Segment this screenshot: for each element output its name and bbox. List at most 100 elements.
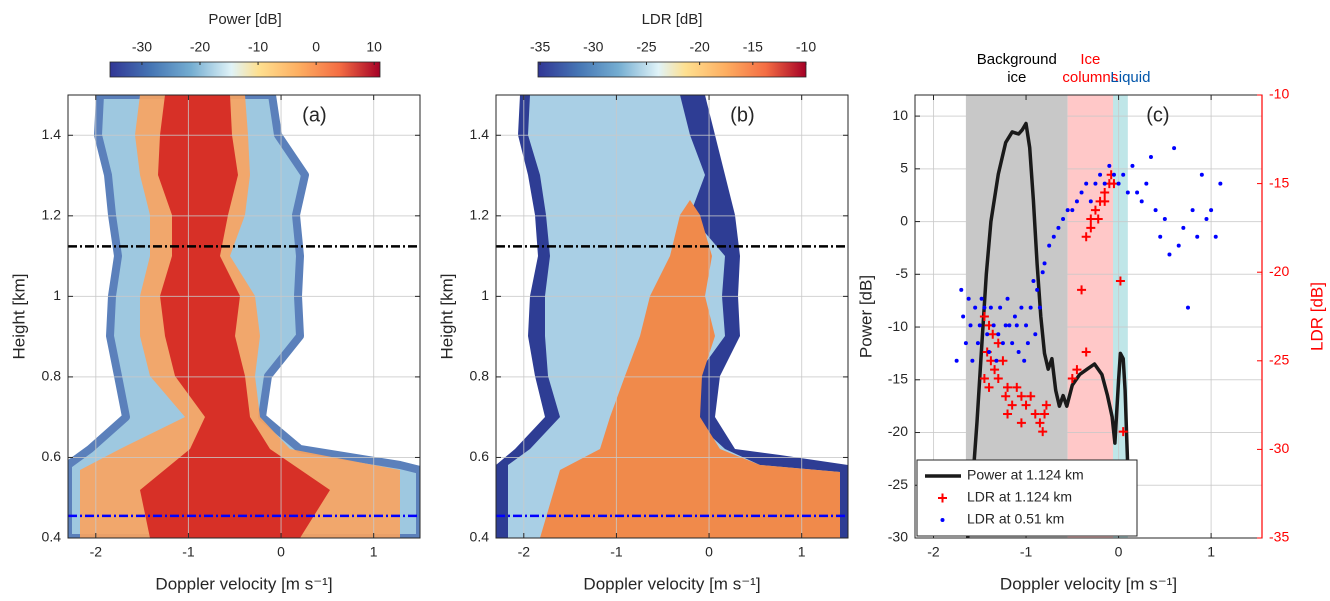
colorbar-tick-label: 0	[312, 39, 320, 55]
y2-tick-label: -35	[1269, 529, 1289, 545]
y-tick-label: 1.2	[470, 207, 490, 223]
x-tick-label: -1	[182, 544, 195, 560]
dot-point	[1012, 314, 1017, 319]
dot-point	[1185, 305, 1190, 310]
colorbar-tick-label: -35	[530, 39, 550, 55]
plus-point	[1115, 276, 1125, 286]
dot-point	[1031, 279, 1036, 284]
x-tick-label: -2	[927, 544, 940, 560]
y-tick-label: -10	[888, 318, 908, 334]
y-tick-label: 1	[481, 287, 489, 303]
x-tick-label: 1	[798, 544, 806, 560]
colorbar-tick-label: -10	[796, 39, 816, 55]
dot-point	[1040, 270, 1045, 275]
dot-point	[1107, 163, 1112, 168]
y-tick-label: 10	[892, 107, 908, 123]
dot-point	[1195, 234, 1200, 239]
dot-point	[982, 305, 987, 310]
dot-point	[1074, 199, 1079, 204]
dot-point	[1162, 217, 1167, 222]
dot-point	[966, 296, 971, 301]
colorbar-tick-label: -20	[690, 39, 710, 55]
y-tick-label: 0.6	[470, 448, 490, 464]
colorbar-tick-label: -25	[636, 39, 656, 55]
dot-point	[1111, 172, 1116, 177]
dot-point	[1102, 181, 1107, 186]
axes-frame	[67, 94, 421, 539]
dot-point	[1025, 341, 1030, 346]
plus-point	[998, 356, 1008, 366]
dot-point	[1070, 208, 1075, 213]
dot-point	[1016, 349, 1021, 354]
y-tick-label: -30	[888, 529, 908, 545]
dot-point	[975, 341, 980, 346]
plus-point	[1030, 409, 1040, 419]
dot-point	[963, 341, 968, 346]
dot-point	[1056, 225, 1061, 230]
y-tick-label: -5	[896, 265, 909, 281]
dot-point	[1121, 172, 1126, 177]
dot-point	[1167, 252, 1172, 257]
legend-label: Power at 1.124 km	[967, 467, 1084, 483]
plus-point	[1093, 214, 1103, 224]
y-tick-label: 0.4	[470, 529, 490, 545]
legend-box	[916, 459, 1138, 537]
dot-point	[994, 358, 999, 363]
dot-point	[998, 305, 1003, 310]
plus-point	[1100, 187, 1110, 197]
y-tick-label: -15	[888, 370, 908, 386]
dot-point	[996, 332, 1001, 337]
plus-point	[1040, 409, 1050, 419]
dot-point	[973, 305, 978, 310]
plus-point	[1016, 391, 1026, 401]
dot-point	[968, 323, 973, 328]
dot-point	[1022, 358, 1027, 363]
dot-point	[1003, 323, 1008, 328]
y-tick-label: 0.6	[42, 448, 62, 464]
y2-tick-label: -10	[1269, 86, 1289, 102]
dot-point	[970, 358, 975, 363]
dot-point	[1130, 163, 1135, 168]
dot-point	[985, 332, 990, 337]
x-tick-label: 1	[370, 544, 378, 560]
dot-point	[1024, 323, 1029, 328]
dot-point	[1125, 190, 1130, 195]
dot-point	[1033, 332, 1038, 337]
dot-point	[1005, 296, 1010, 301]
dot-point	[1144, 181, 1149, 186]
colorbar-tick-label: -10	[248, 39, 268, 55]
dot-point	[1218, 181, 1223, 186]
dot-point	[1019, 305, 1024, 310]
dot-point	[1014, 323, 1019, 328]
y-tick-label: -25	[888, 476, 908, 492]
dot-point	[1153, 208, 1158, 213]
dot-point	[1047, 243, 1052, 248]
plus-point	[1077, 285, 1087, 295]
dot-point	[1213, 234, 1218, 239]
y-tick-label: 0.4	[42, 529, 62, 545]
y-tick-label: 0.8	[42, 368, 62, 384]
dot-point	[1037, 305, 1042, 310]
y-axis-label: Power [dB]	[856, 275, 875, 358]
plus-point	[979, 312, 989, 321]
dot-point	[1088, 199, 1093, 204]
dot-point	[1199, 172, 1204, 177]
y-axis-label: Height [km]	[9, 274, 28, 360]
y2-tick-label: -25	[1269, 352, 1289, 368]
colorbar-tick-label: -20	[190, 39, 210, 55]
x-tick-label: 0	[277, 544, 285, 560]
y-tick-label: 0.8	[470, 368, 490, 384]
plus-point	[1081, 347, 1091, 357]
dot-point	[979, 296, 984, 301]
dot-point	[1158, 234, 1163, 239]
dot-point	[1065, 208, 1070, 213]
span-label: columns	[1062, 69, 1118, 86]
plus-point	[1016, 418, 1026, 428]
colorbar	[537, 61, 807, 78]
colorbar	[109, 61, 381, 78]
y-tick-label: 1.4	[470, 126, 490, 142]
plus-point	[1067, 374, 1077, 384]
plus-point	[1003, 382, 1013, 392]
